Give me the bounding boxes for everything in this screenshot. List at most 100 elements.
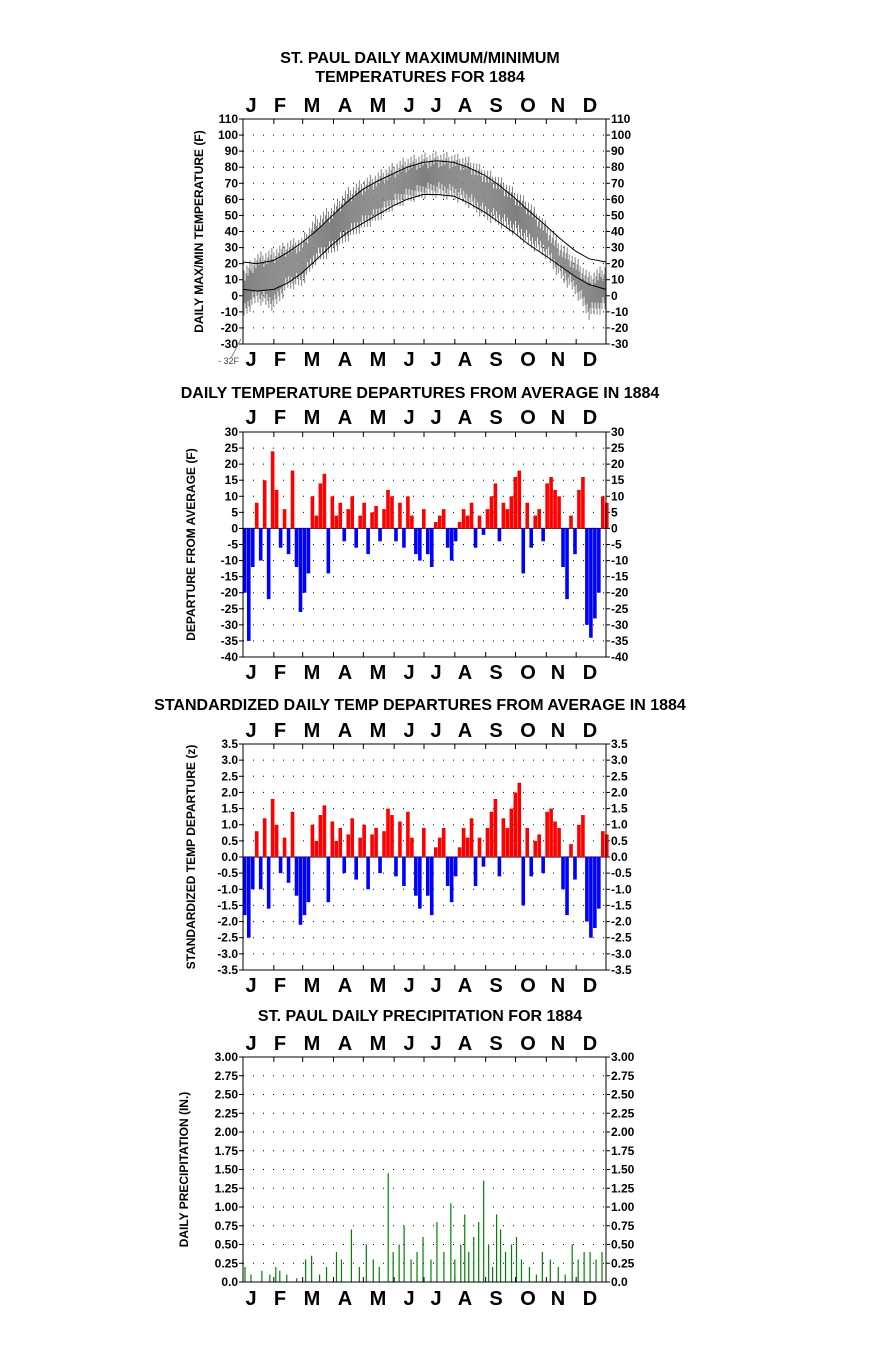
chart-departures: DAILY TEMPERATURE DEPARTURES FROM AVERAG…	[181, 385, 660, 684]
month-label-top: D	[583, 720, 597, 742]
y-tick-label-left: -5	[227, 538, 238, 552]
departure-bar	[314, 840, 319, 857]
y-tick-label-left: 110	[219, 112, 239, 126]
plot-frame	[242, 431, 607, 658]
month-label-top: J	[245, 407, 256, 429]
month-label-bottom: S	[489, 662, 502, 684]
month-label-bottom: S	[489, 1288, 502, 1310]
departure-bar	[553, 821, 557, 857]
month-label-top: F	[274, 720, 286, 742]
y-tick-label-left: -25	[221, 602, 239, 616]
y-tick-label-left: 25	[225, 441, 239, 455]
month-label-bottom: M	[370, 662, 387, 684]
month-label-bottom: S	[489, 975, 502, 997]
departure-bar	[481, 528, 486, 535]
departure-bar	[513, 477, 518, 529]
departure-bar	[525, 827, 530, 857]
departure-bar	[573, 857, 577, 880]
y-tick-label-left: 3.5	[221, 737, 238, 751]
y-tick-label-left: -1.0	[217, 882, 238, 896]
chart-precip: ST. PAUL DAILY PRECIPITATION FOR 1884JJF…	[177, 1008, 635, 1310]
y-tick-label-right: -3.0	[611, 947, 632, 961]
departure-bar	[322, 473, 327, 529]
y-tick-label-right: -5	[611, 538, 622, 552]
y-tick-label-right: 15	[611, 473, 625, 487]
departure-bar	[473, 857, 478, 887]
departure-bar	[270, 451, 275, 529]
departure-bar	[274, 824, 279, 857]
month-label-top: J	[245, 1033, 256, 1055]
month-label-bottom: D	[583, 349, 597, 371]
y-tick-label-right: -30	[611, 337, 629, 351]
departure-bar	[278, 857, 283, 874]
month-label-bottom: J	[245, 349, 256, 371]
month-label-bottom: S	[489, 349, 502, 371]
y-tick-label-right: 1.5	[611, 802, 628, 816]
departure-bar	[601, 831, 605, 857]
month-label-top: O	[520, 95, 536, 117]
y-tick-label-right: 1.25	[611, 1181, 635, 1195]
departure-bar	[294, 857, 299, 896]
departure-bar	[334, 515, 339, 529]
departure-bar	[350, 496, 355, 529]
departure-bar	[318, 483, 323, 529]
month-label-bottom: D	[583, 1288, 597, 1310]
departure-bar	[338, 827, 343, 857]
departure-bar	[290, 811, 295, 857]
month-label-bottom: N	[551, 975, 565, 997]
departure-bar	[362, 502, 366, 529]
annotation-pointer	[230, 338, 242, 359]
month-label-top: A	[458, 95, 472, 117]
departure-bar	[457, 847, 462, 857]
month-label-bottom: M	[370, 975, 387, 997]
y-tick-label-right: -30	[611, 618, 629, 632]
departure-bar	[477, 837, 482, 857]
y-tick-label-left: 30	[225, 425, 239, 439]
month-label-bottom: J	[430, 349, 441, 371]
plot-frame	[242, 1056, 607, 1283]
departure-bar	[449, 857, 454, 903]
y-tick-label-right: -20	[611, 321, 629, 335]
y-tick-label-right: -10	[611, 305, 629, 319]
y-tick-label-left: -20	[221, 321, 239, 335]
y-tick-label-right: -2.0	[611, 915, 632, 929]
departure-bar	[589, 857, 593, 938]
departure-bar	[402, 528, 406, 548]
departure-bar	[545, 811, 549, 857]
departure-bar	[437, 837, 442, 857]
departure-bar	[374, 505, 378, 529]
y-tick-label-right: 3.5	[611, 737, 628, 751]
departure-bar	[274, 489, 279, 529]
departure-bar	[477, 515, 482, 529]
month-label-top: A	[458, 407, 472, 429]
y-tick-label-right: 2.75	[611, 1069, 635, 1083]
departure-bar	[406, 496, 410, 529]
chart-title: ST. PAUL DAILY MAXIMUM/MINIMUM	[280, 50, 559, 67]
y-tick-label-right: 70	[611, 176, 625, 190]
departure-bar	[469, 818, 474, 857]
month-label-bottom: J	[403, 1288, 414, 1310]
departure-bar	[465, 837, 470, 857]
y-tick-label-left: 40	[225, 225, 239, 239]
month-label-bottom: J	[245, 975, 256, 997]
y-tick-label-left: -2.5	[217, 931, 238, 945]
departure-bar	[294, 528, 299, 567]
y-tick-label-right: 0.50	[611, 1238, 635, 1252]
y-tick-label-right: -40	[611, 650, 629, 664]
month-label-top: J	[245, 720, 256, 742]
chart-title: STANDARDIZED DAILY TEMP DEPARTURES FROM …	[154, 697, 686, 714]
departure-bar	[549, 477, 553, 529]
month-label-bottom: A	[458, 1288, 472, 1310]
y-tick-label-right: 1.50	[611, 1163, 635, 1177]
y-tick-label-right: -0.5	[611, 866, 632, 880]
y-tick-label-left: -2.0	[217, 915, 238, 929]
y-tick-label-left: 20	[225, 257, 239, 271]
departure-bar	[422, 827, 426, 857]
y-tick-label-right: 5	[611, 505, 618, 519]
departure-bar	[354, 857, 358, 880]
month-label-top: A	[338, 95, 352, 117]
month-label-top: F	[274, 95, 286, 117]
y-tick-label-left: 2.5	[221, 769, 238, 783]
departure-bar	[501, 502, 506, 529]
month-label-top: M	[304, 407, 321, 429]
